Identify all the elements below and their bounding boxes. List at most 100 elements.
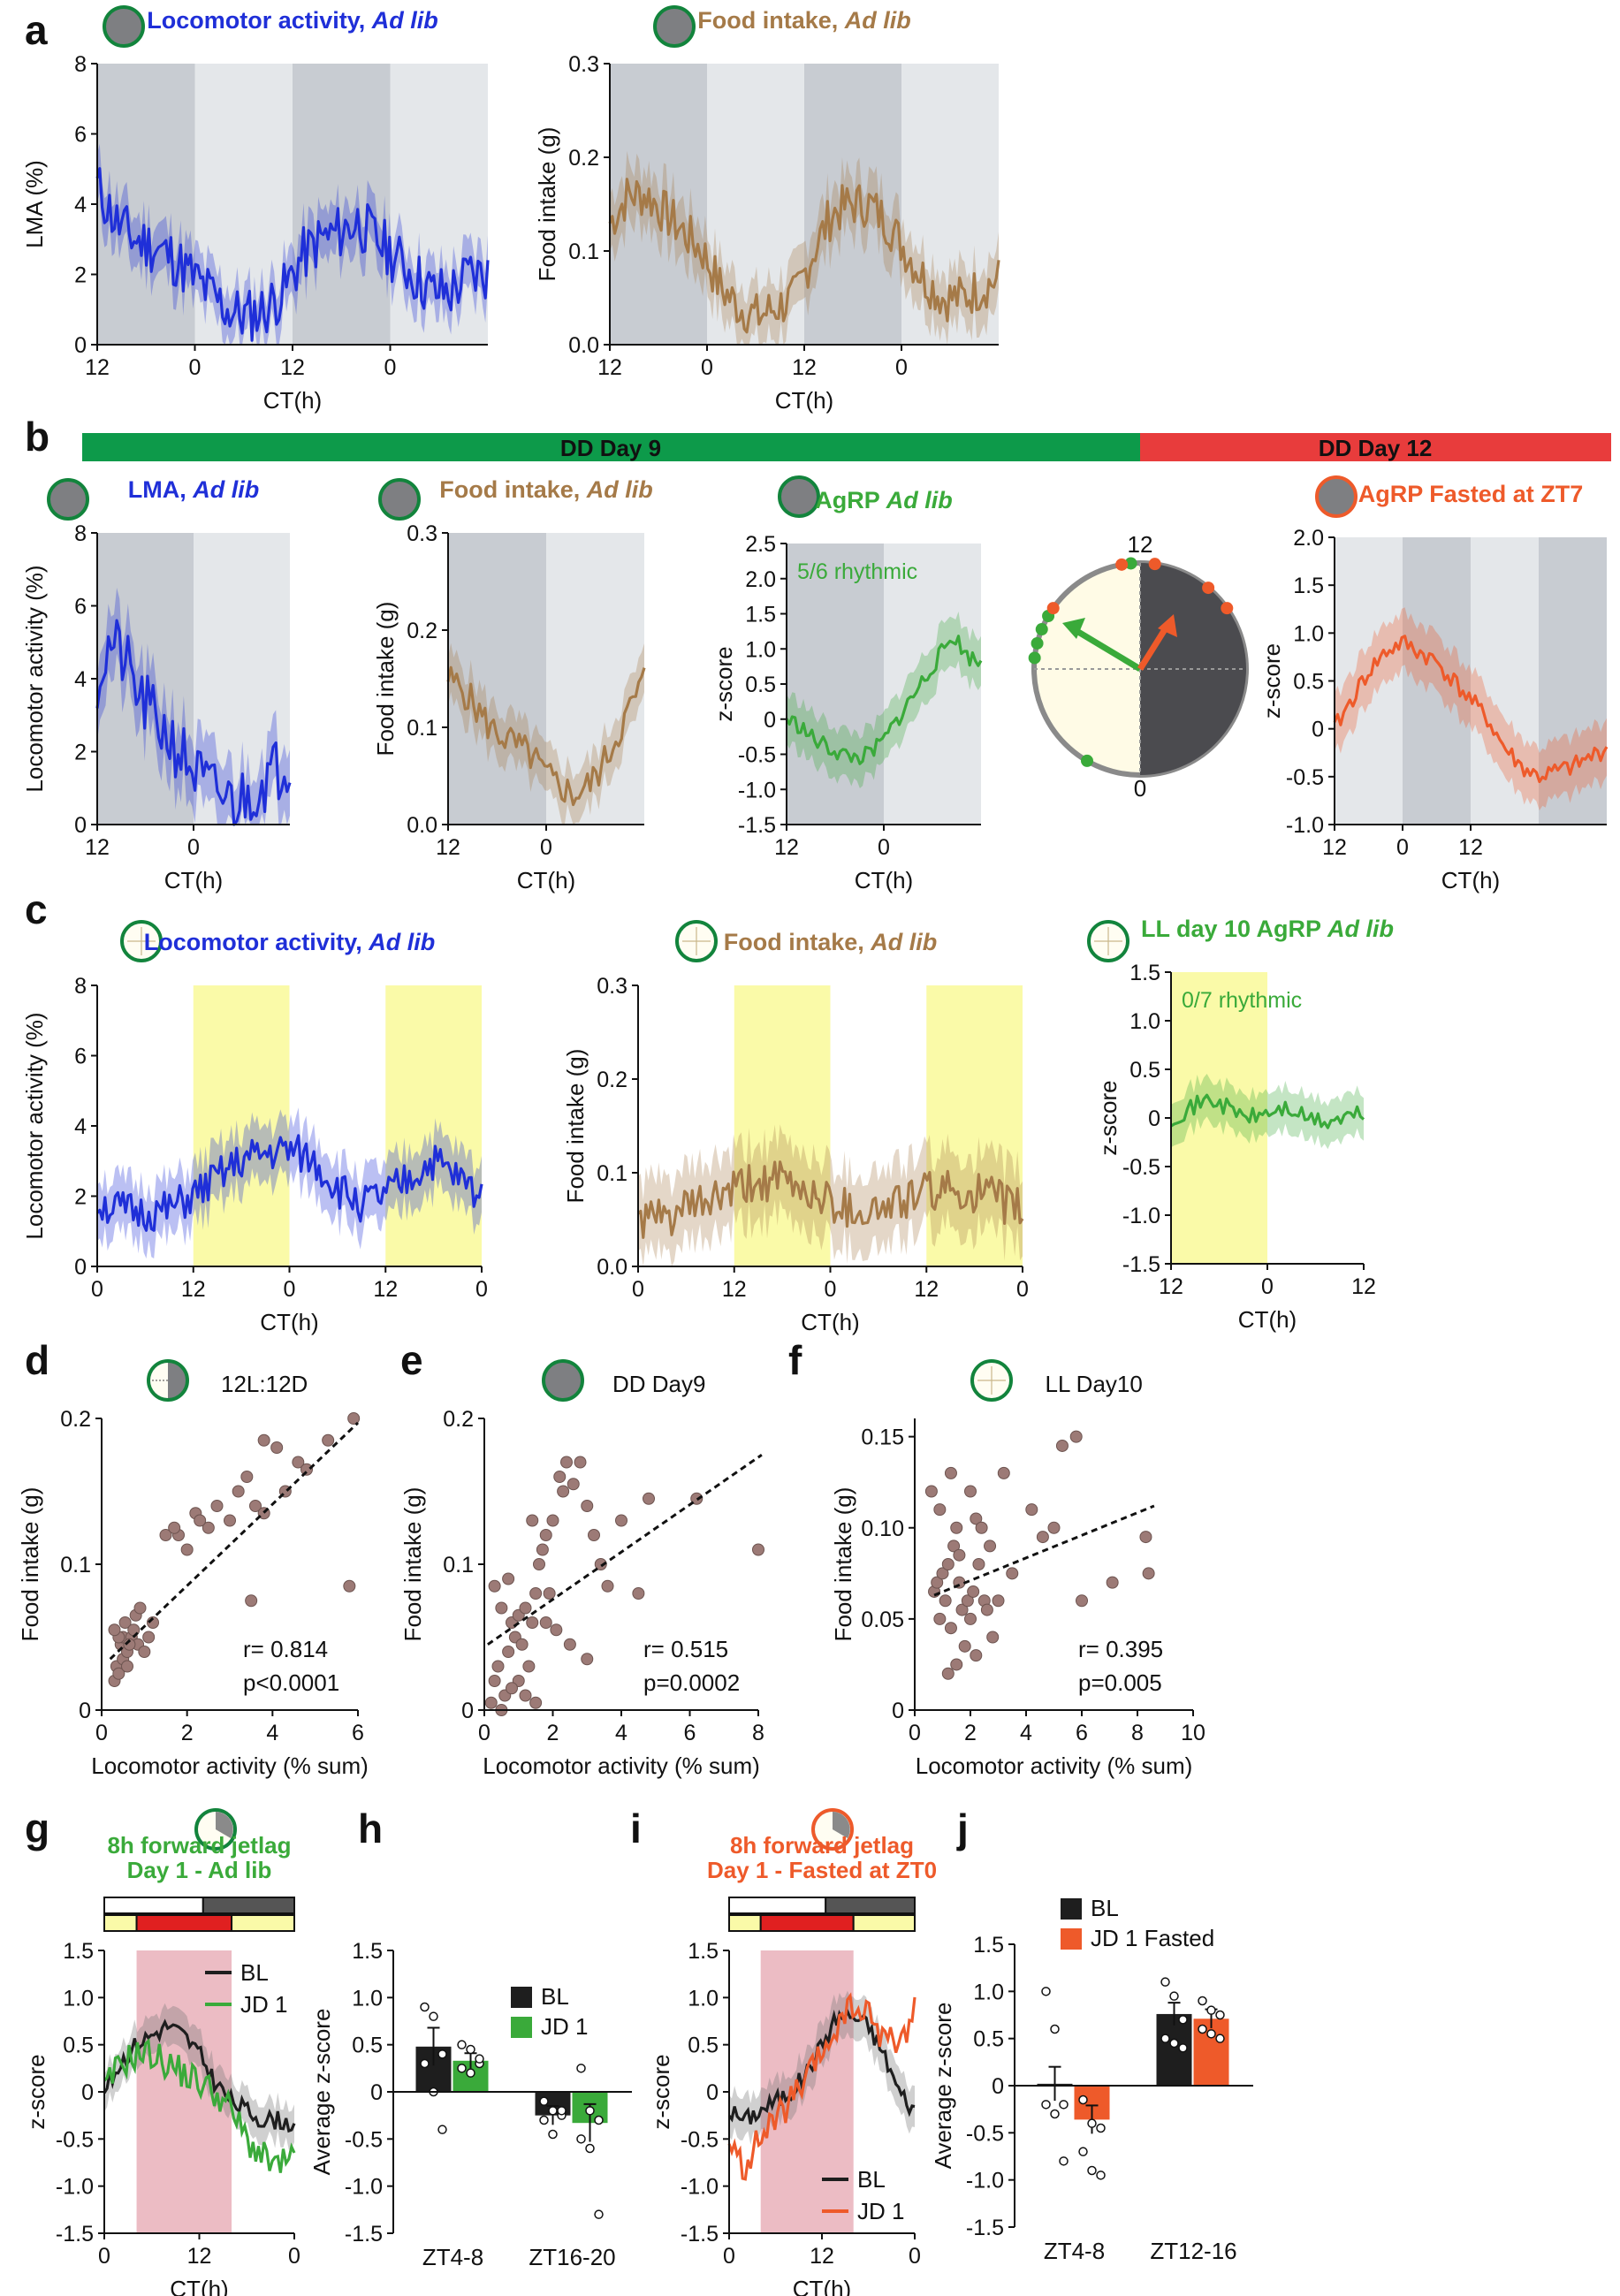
- chart-b2: Food intake, Ad lib 0.0 0.1 0.2 0.3 12 0 CT(h) F…: [372, 476, 653, 893]
- category-label: ZT4-8: [1044, 2238, 1105, 2264]
- shade-night: [1539, 537, 1607, 825]
- error-band: [97, 143, 488, 345]
- condition-icon: [194, 1808, 237, 1851]
- scatter-point: [980, 1603, 993, 1616]
- y-axis-label: Locomotor activity (%): [21, 1012, 48, 1239]
- y-tick-label: 0.3: [407, 521, 437, 546]
- x-tick-label: 0: [540, 835, 552, 860]
- legend-label: JD 1: [541, 2013, 588, 2040]
- y-tick-label: 6: [74, 123, 87, 148]
- x-tick-label: 0: [701, 355, 713, 380]
- data-point: [548, 2106, 558, 2116]
- chart-c2: Food intake, Ad lib 0.0 0.1 0.2 0.3 0 12 0 12 0 CT…: [562, 929, 1029, 1335]
- y-tick-label: 0: [461, 1699, 474, 1723]
- x-tick-label: 12: [85, 835, 110, 860]
- y-tick-label: 1.0: [1293, 621, 1324, 646]
- x-tick-label: 0: [723, 2244, 735, 2269]
- y-axis-label: z-score: [23, 2054, 49, 2129]
- r-value: r= 0.395: [1078, 1636, 1163, 1662]
- chart-j: ZT4-8 ZT12-16 -1.5 -1.0 -0.5 0 0.5 1.0 1.5 Averag…: [930, 1895, 1253, 2264]
- x-tick-label: 0: [187, 835, 200, 860]
- scatter-point: [168, 1521, 181, 1534]
- y-tick-label: 0.5: [352, 2034, 383, 2058]
- fit-line: [109, 1421, 360, 1661]
- scatter-point: [300, 1463, 313, 1476]
- scatter-point: [138, 1646, 151, 1658]
- icon-dark-wedge: [216, 1812, 233, 1838]
- x-tick-label: 0: [895, 355, 908, 380]
- scatter-point: [643, 1492, 655, 1505]
- y-tick-label: 0: [706, 2080, 719, 2105]
- condition-icon: [1087, 920, 1129, 962]
- panel-letter-f: f: [788, 1337, 802, 1383]
- scatter-point: [933, 1503, 947, 1517]
- x-axis-label: CT(h): [775, 387, 833, 414]
- y-tick-label: -0.5: [738, 743, 776, 768]
- data-point: [1198, 2024, 1207, 2034]
- scatter-point: [546, 1514, 559, 1527]
- agrp-phase-dot: [1028, 651, 1041, 665]
- series-line: [95, 619, 292, 826]
- shade-light: [385, 985, 482, 1266]
- y-tick-label: 0: [992, 2074, 1004, 2099]
- data-point: [576, 2134, 586, 2144]
- scatter-point: [506, 1682, 518, 1695]
- condition-icon: [811, 1808, 854, 1851]
- icon-circle: [653, 5, 696, 48]
- y-tick-label: 4: [74, 1114, 87, 1139]
- title-main: AgRP: [815, 487, 886, 513]
- y-tick-label: 1.0: [745, 637, 776, 662]
- scatter-point: [202, 1521, 215, 1534]
- y-tick-label: 1.0: [352, 1986, 383, 2011]
- x-tick-label: 12: [1351, 1274, 1376, 1299]
- y-tick-label: -1.0: [56, 2175, 94, 2200]
- data-point: [466, 2068, 475, 2078]
- chart-title: Food intake, Ad lib: [697, 7, 911, 34]
- chart-b3: AgRP Ad lib -1.5 -1.0 -0.5 0 0.5 1.0 1.5 2.0 2.5 1…: [711, 487, 983, 893]
- data-point: [1169, 1991, 1179, 2001]
- series-line: [727, 1992, 916, 2181]
- y-tick-label: -1.0: [1122, 1204, 1160, 1228]
- shade-white: [289, 985, 386, 1266]
- scatter-point: [1055, 1439, 1069, 1452]
- y-tick-label: -1.0: [1286, 813, 1324, 838]
- shade-day: [1335, 537, 1403, 825]
- data-point: [548, 2129, 558, 2140]
- scatter-point: [984, 1540, 997, 1553]
- data-point: [1096, 2123, 1106, 2133]
- y-tick-label: 0: [764, 708, 776, 733]
- icon-circle: [778, 475, 820, 518]
- y-tick-label: 2.0: [745, 567, 776, 592]
- x-tick-label: 6: [684, 1721, 696, 1745]
- fasted-phase-dot: [1115, 558, 1129, 571]
- scatter-point: [557, 1485, 570, 1498]
- y-tick-label: 0.5: [63, 2034, 94, 2058]
- shade-night: [1403, 537, 1471, 825]
- icon-circle: [47, 478, 89, 521]
- x-tick-label: 12: [722, 1277, 747, 1302]
- x-axis-label: CT(h): [170, 2276, 228, 2296]
- y-tick-label: 1.0: [973, 1980, 1004, 2004]
- x-axis-label: Locomotor activity (% sum): [916, 1752, 1193, 1779]
- legend-label: JD 1: [240, 1991, 287, 2018]
- scatter-point: [112, 1667, 125, 1680]
- scatter-point: [550, 1623, 563, 1637]
- y-tick-label: 0.0: [568, 333, 599, 358]
- scatter-point: [950, 1658, 963, 1671]
- fasted-phase-dot: [1046, 602, 1060, 615]
- dd-day12-label: DD Day 12: [1319, 435, 1433, 461]
- condition-icon: [653, 5, 696, 48]
- scatter-point: [560, 1456, 573, 1469]
- y-axis-label: z-score: [1259, 643, 1285, 718]
- data-point: [576, 2064, 586, 2073]
- panel-letter-h: h: [358, 1806, 383, 1851]
- fasted-phase-dot: [1202, 582, 1215, 595]
- x-tick-label: 0: [284, 1277, 296, 1302]
- schedule-new-dark: [135, 1914, 233, 1932]
- y-tick-label: 0: [74, 1255, 87, 1280]
- panel-letter-a: a: [25, 7, 48, 53]
- data-point: [1178, 2015, 1188, 2025]
- data-point: [1087, 2165, 1097, 2176]
- scatter-point: [950, 1521, 963, 1534]
